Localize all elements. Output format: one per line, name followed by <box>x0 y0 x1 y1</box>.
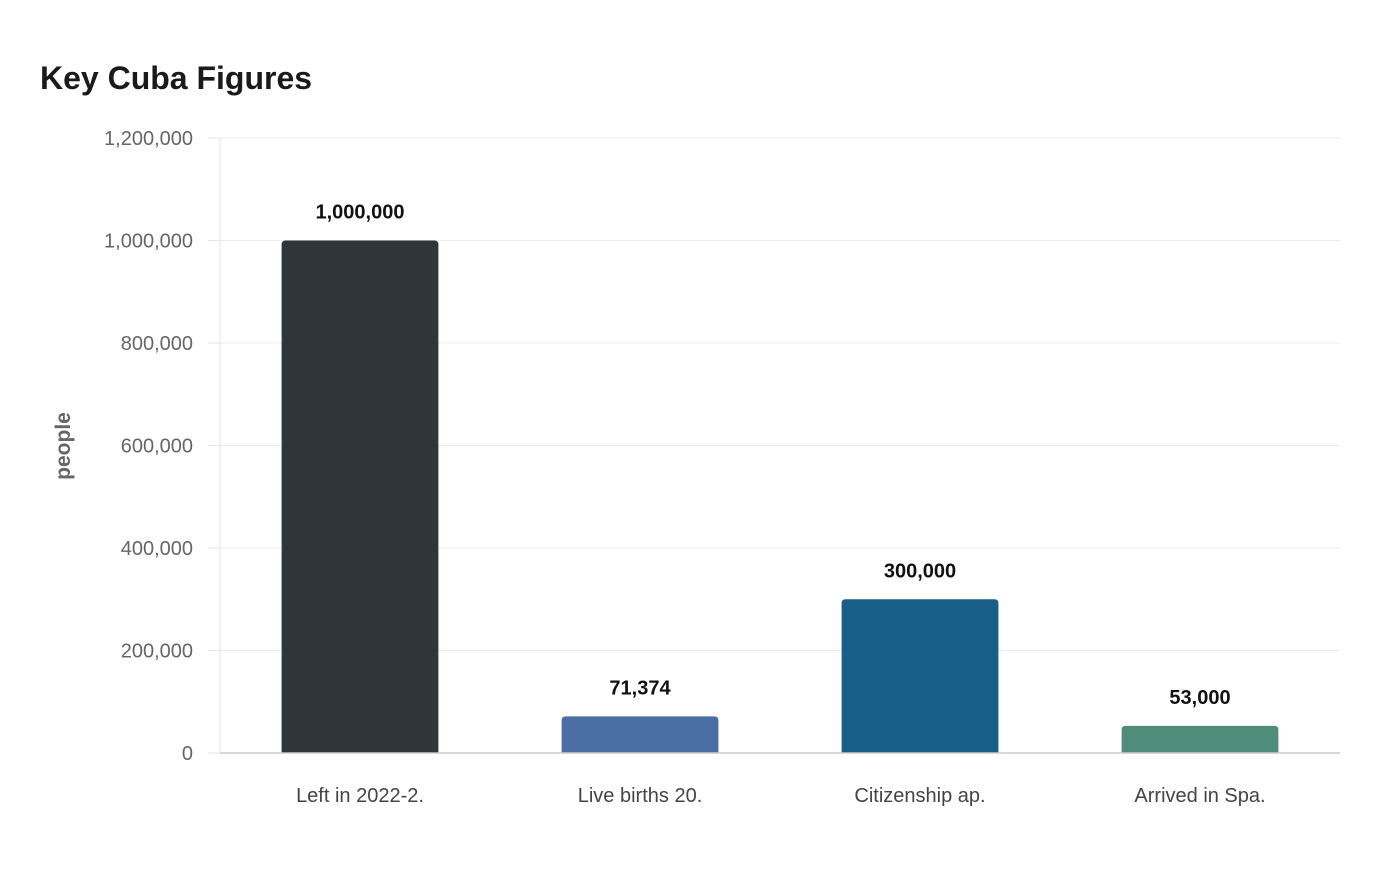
y-axis: 0 200,000 400,000 600,000 800,000 1,000,000 1,… <box>104 128 221 765</box>
y-tick-label: 0 <box>182 743 193 765</box>
bar <box>841 599 999 753</box>
chart-title: Key Cuba Figures <box>40 60 313 96</box>
value-labels: 1,000,000 71,374 300,000 53,000 <box>316 202 1231 709</box>
x-tick-label: Live births 20. <box>578 785 703 807</box>
y-axis-title: people <box>52 412 75 480</box>
y-tick-label: 400,000 <box>121 538 193 560</box>
bar <box>1121 725 1279 753</box>
bar <box>561 716 719 753</box>
y-tick-label: 600,000 <box>121 436 193 458</box>
y-tick-label: 200,000 <box>121 641 193 663</box>
bar <box>281 240 439 753</box>
bar-value-label: 71,374 <box>609 677 671 699</box>
y-tick-label: 1,000,000 <box>104 231 193 253</box>
bar-value-label: 300,000 <box>884 560 956 582</box>
x-tick-label: Citizenship ap. <box>854 785 985 807</box>
y-tick-label: 800,000 <box>121 333 193 355</box>
bar-value-label: 53,000 <box>1169 687 1230 709</box>
x-tick-label: Left in 2022-2. <box>296 785 424 807</box>
x-tick-label: Arrived in Spa. <box>1134 785 1265 807</box>
y-tick-label: 1,200,000 <box>104 128 193 150</box>
bar-value-label: 1,000,000 <box>316 202 405 224</box>
x-axis: Left in 2022-2. Live births 20. Citizenshi… <box>220 752 1340 807</box>
bars <box>281 240 1279 753</box>
